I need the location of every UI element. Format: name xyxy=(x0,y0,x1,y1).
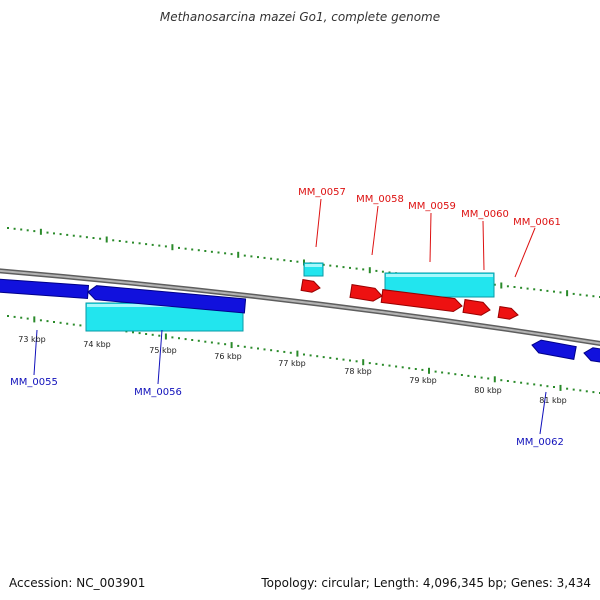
scale-label: 80 kbp xyxy=(474,386,502,395)
forward-gene-arrow xyxy=(349,284,383,302)
label-leader-line xyxy=(539,391,547,435)
scale-label: 73 kbp xyxy=(18,335,46,344)
scale-labels: 73 kbp 74 kbp 75 kbp 76 kbp 77 kbp 78 kbp 79 k… xyxy=(18,335,567,405)
gene-label: MM_0056 xyxy=(134,387,182,398)
label-leaders xyxy=(33,198,547,435)
label-leader-line xyxy=(514,227,536,278)
accession-text: Accession: NC_003901 xyxy=(9,576,146,590)
gene-label: MM_0055 xyxy=(10,377,58,388)
gene-arrows xyxy=(0,278,600,363)
reverse-gene-arrow xyxy=(531,339,577,360)
feature-blocks xyxy=(85,262,495,332)
gene-label: MM_0061 xyxy=(513,217,561,228)
backbone-line xyxy=(0,268,600,346)
reverse-gene-arrow xyxy=(87,285,247,314)
gene-label: MM_0058 xyxy=(356,194,404,205)
gene-labels: MM_0057 MM_0058 MM_0059 MM_0060 MM_0061 MM_00… xyxy=(10,187,564,448)
scale-label: 75 kbp xyxy=(149,346,177,355)
gene-label: MM_0059 xyxy=(408,201,456,212)
scale-label: 76 kbp xyxy=(214,352,242,361)
label-leader-line xyxy=(33,329,38,376)
feature-block-shine xyxy=(305,264,322,267)
label-leader-line xyxy=(315,198,322,248)
gene-label: MM_0060 xyxy=(461,209,509,220)
forward-gene-arrow xyxy=(462,299,491,316)
gene-label: MM_0062 xyxy=(516,437,564,448)
backbone-inner xyxy=(0,269,600,345)
forward-gene-arrow xyxy=(380,289,463,313)
feature-block-shine xyxy=(386,274,493,277)
scale-label: 81 kbp xyxy=(539,396,567,405)
map-title: Methanosarcina mazei Go1, complete genom… xyxy=(159,10,441,24)
forward-gene-arrow xyxy=(300,279,321,293)
label-leader-line xyxy=(482,220,485,271)
label-leader-line xyxy=(371,205,379,256)
gene-label: MM_0057 xyxy=(298,187,346,198)
scale-label: 78 kbp xyxy=(344,367,372,376)
reverse-gene-arrow xyxy=(583,347,600,363)
reverse-gene-arrow xyxy=(0,278,90,300)
genome-summary-text: Topology: circular; Length: 4,096,345 bp… xyxy=(261,576,591,590)
scale-label: 77 kbp xyxy=(278,359,306,368)
label-leader-line xyxy=(157,329,163,385)
forward-gene-arrow xyxy=(497,306,519,320)
label-leader-line xyxy=(429,212,432,263)
scale-label: 79 kbp xyxy=(409,376,437,385)
scale-label: 74 kbp xyxy=(83,340,111,349)
